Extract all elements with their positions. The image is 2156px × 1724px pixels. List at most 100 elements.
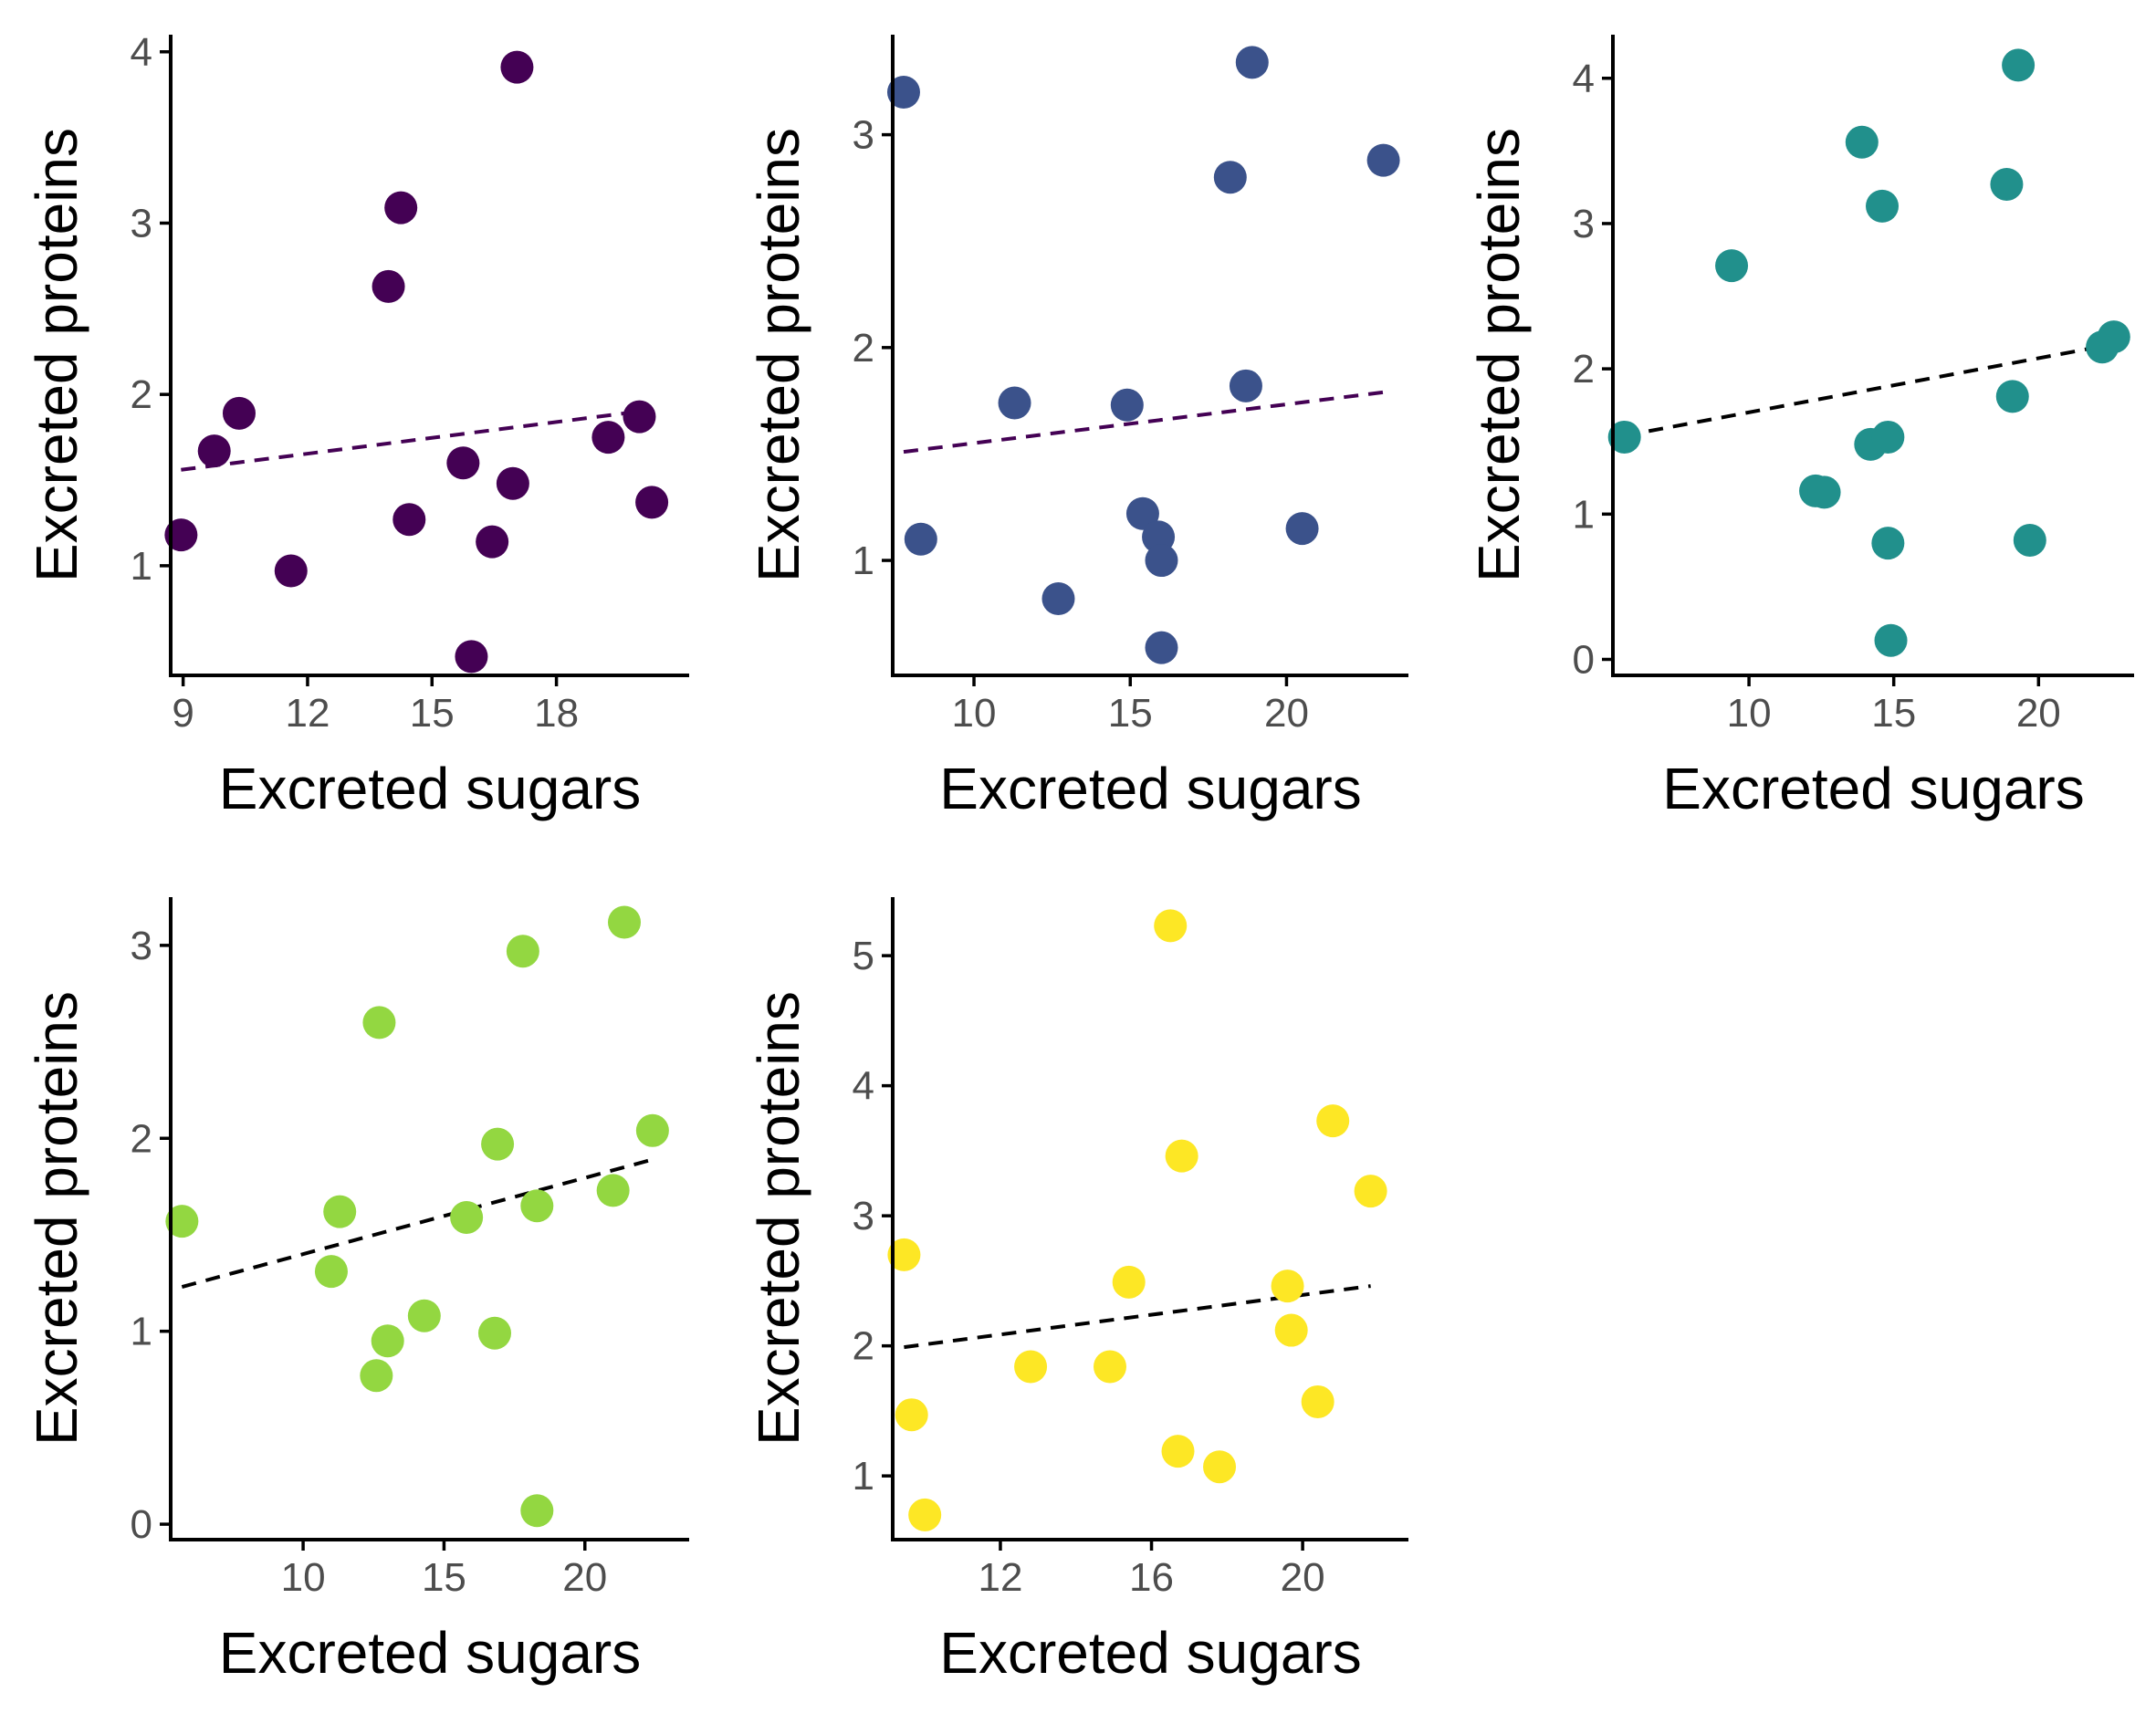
data-point — [1041, 582, 1075, 616]
y-tick-label: 1 — [1573, 492, 1595, 537]
y-tick-label: 3 — [1573, 202, 1595, 246]
data-point — [500, 50, 534, 84]
data-point — [1871, 420, 1905, 454]
data-point — [1285, 512, 1319, 546]
data-point — [887, 1238, 921, 1271]
y-tick-label: 0 — [1573, 637, 1595, 682]
panel-2: 10 15 20 1 2 3 Excreted sugars Excreted protein… — [746, 35, 1408, 821]
data-point — [1807, 475, 1841, 509]
y-tick-label: 5 — [853, 934, 874, 978]
data-point — [197, 434, 231, 468]
data-point — [1845, 125, 1879, 159]
y-axis-title: Excreted proteins — [1466, 128, 1532, 582]
y-axis-title: Excreted proteins — [24, 991, 89, 1446]
data-point — [1316, 1104, 1350, 1138]
x-tick-label: 15 — [422, 1555, 466, 1600]
data-point — [2097, 320, 2130, 354]
data-point — [164, 518, 198, 552]
data-point — [274, 554, 308, 588]
data-point — [520, 1189, 554, 1223]
y-tick-label: 2 — [131, 372, 152, 417]
data-point — [591, 421, 625, 455]
data-point — [506, 935, 539, 968]
data-point — [450, 1200, 484, 1234]
data-point — [1866, 189, 1900, 223]
y-tick-label: 1 — [853, 538, 874, 583]
x-tick-label: 9 — [172, 691, 194, 736]
data-point — [323, 1195, 357, 1228]
data-point — [1301, 1384, 1334, 1418]
data-point — [520, 1494, 554, 1528]
y-axis-title: Excreted proteins — [24, 128, 89, 582]
data-point — [635, 1113, 669, 1147]
x-tick-label: 15 — [410, 691, 455, 736]
data-point — [476, 525, 509, 559]
y-tick-label: 2 — [1573, 347, 1595, 392]
x-tick-label: 15 — [1108, 691, 1153, 736]
data-point — [1274, 1313, 1308, 1347]
data-point — [2013, 523, 2046, 557]
data-point — [1990, 167, 2024, 201]
data-point — [455, 640, 488, 674]
data-point — [165, 1205, 199, 1238]
data-point — [314, 1255, 348, 1289]
y-tick-label: 3 — [853, 113, 874, 158]
data-point — [1125, 496, 1159, 530]
y-tick-label: 2 — [853, 1324, 874, 1369]
data-point — [608, 905, 641, 939]
trend-line — [904, 1284, 1371, 1350]
y-tick-label: 1 — [853, 1454, 874, 1499]
y-axis-title: Excreted proteins — [746, 991, 811, 1446]
data-point — [1014, 1350, 1048, 1384]
panel-4: 10 15 20 0 1 2 3 Excreted sugars Excreted protei… — [24, 897, 689, 1686]
data-point — [1366, 143, 1400, 177]
data-point — [481, 1127, 515, 1161]
data-point — [1354, 1175, 1387, 1208]
x-axis-title: Excreted sugars — [939, 756, 1361, 821]
data-point — [362, 1006, 396, 1040]
data-point — [1715, 249, 1749, 283]
data-point — [1112, 1265, 1146, 1299]
x-tick-label: 20 — [1264, 691, 1309, 736]
data-point — [904, 522, 937, 556]
y-tick-label: 3 — [131, 201, 152, 246]
data-point — [1145, 631, 1178, 664]
data-point — [1871, 527, 1905, 560]
data-point — [1874, 623, 1908, 657]
trend-line — [903, 390, 1384, 455]
y-axis-title: Excreted proteins — [746, 128, 811, 582]
data-point — [623, 400, 656, 434]
data-point — [1145, 544, 1178, 578]
data-point — [1165, 1139, 1198, 1173]
trend-line — [181, 1157, 654, 1289]
data-point — [1110, 388, 1144, 422]
y-tick-label: 3 — [853, 1194, 874, 1238]
y-tick-label: 1 — [131, 544, 152, 589]
data-point — [371, 1324, 404, 1358]
x-tick-label: 20 — [1281, 1555, 1325, 1600]
data-point — [1161, 1435, 1195, 1468]
x-tick-label: 20 — [562, 1555, 607, 1600]
y-tick-label: 3 — [131, 924, 152, 968]
data-point — [895, 1398, 928, 1432]
data-point — [222, 396, 256, 430]
x-tick-label: 12 — [978, 1555, 1022, 1600]
y-tick-label: 2 — [853, 326, 874, 371]
x-tick-label: 10 — [281, 1555, 326, 1600]
x-axis-title: Excreted sugars — [219, 1620, 641, 1686]
data-point — [446, 446, 480, 480]
data-point — [1271, 1269, 1304, 1303]
x-tick-label: 10 — [952, 691, 997, 736]
y-tick-label: 2 — [131, 1116, 152, 1161]
x-tick-label: 18 — [534, 691, 579, 736]
x-axis-title: Excreted sugars — [1662, 756, 2084, 821]
panel-3: 10 15 20 0 1 2 3 4 Excreted sugars Excreted prote… — [1466, 35, 2134, 821]
y-tick-label: 4 — [131, 30, 152, 75]
data-point — [360, 1359, 393, 1393]
data-point — [1203, 1450, 1237, 1484]
data-point — [1213, 161, 1247, 194]
data-point — [1154, 909, 1188, 943]
